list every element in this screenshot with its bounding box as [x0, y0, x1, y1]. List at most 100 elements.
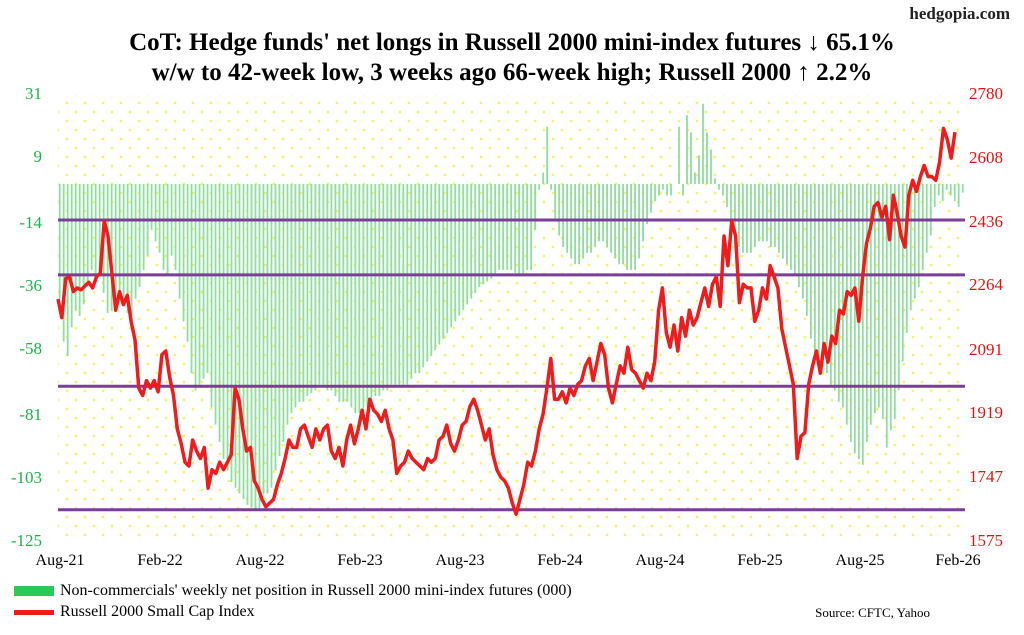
bar — [138, 184, 141, 288]
bar — [526, 184, 529, 270]
bar — [246, 184, 249, 505]
bar — [885, 184, 888, 448]
bar — [470, 184, 473, 299]
bar — [706, 132, 708, 184]
bar — [562, 184, 565, 248]
bar — [905, 184, 908, 333]
russell-2000-line — [56, 126, 957, 516]
legend-swatch-bars — [14, 586, 54, 596]
bar — [678, 126, 680, 184]
bar — [734, 184, 736, 236]
bar — [338, 184, 341, 402]
x-axis-tick-label: Feb-22 — [137, 552, 183, 569]
bar — [306, 184, 309, 397]
bar — [530, 184, 533, 270]
bar — [722, 184, 724, 196]
bar — [889, 184, 892, 431]
bar — [738, 184, 740, 248]
bar — [162, 184, 165, 270]
bar — [250, 184, 253, 508]
bar — [258, 184, 261, 511]
bar — [330, 184, 333, 391]
bar — [686, 115, 688, 184]
left-axis-tick-label: 31 — [25, 84, 42, 103]
bar — [266, 184, 269, 494]
bar — [813, 184, 816, 356]
bar — [758, 184, 760, 242]
bar — [474, 184, 477, 293]
bar — [350, 184, 353, 408]
bar — [538, 184, 541, 190]
bar — [630, 184, 632, 270]
bar — [382, 184, 385, 391]
bar — [458, 184, 461, 316]
bar — [841, 184, 844, 408]
bar — [578, 184, 581, 265]
bar — [410, 184, 413, 379]
bar — [690, 132, 692, 184]
bar — [610, 184, 612, 253]
bar — [210, 184, 213, 408]
bar — [310, 184, 313, 394]
legend-label-bars: Non-commercials' weekly net position in … — [60, 582, 572, 599]
bar — [801, 184, 804, 299]
x-axis-tick-label: Aug-22 — [235, 552, 285, 569]
bar — [522, 184, 525, 276]
bar — [754, 184, 756, 248]
bar — [658, 184, 660, 196]
bar — [594, 184, 597, 248]
left-axis-tick-label: -125 — [10, 531, 42, 550]
legend-swatch-line — [14, 609, 54, 615]
bar — [921, 184, 924, 270]
bar — [454, 184, 457, 322]
bar — [957, 184, 960, 207]
left-axis-tick-label: 9 — [33, 147, 43, 167]
bar — [174, 184, 177, 270]
bar — [450, 184, 453, 328]
site-watermark: hedgopia.com — [909, 4, 1010, 23]
bar — [390, 184, 393, 385]
left-axis-tick-label: -103 — [10, 467, 42, 487]
bar — [238, 184, 241, 494]
bar — [666, 184, 668, 196]
right-axis-tick-label: 2436 — [969, 211, 1003, 231]
bar — [726, 184, 728, 207]
bar — [853, 184, 856, 454]
bar — [490, 184, 493, 279]
bar — [66, 184, 69, 356]
bar — [234, 184, 237, 488]
bar — [434, 184, 437, 351]
bar — [202, 184, 205, 379]
bar — [793, 184, 796, 276]
bar — [142, 184, 145, 270]
bar — [586, 184, 589, 253]
x-axis-tick-label: Aug-23 — [435, 552, 485, 569]
bar — [322, 184, 325, 385]
bar — [909, 184, 912, 311]
x-axis-tick-label: Aug-21 — [35, 552, 85, 569]
bar — [206, 184, 209, 374]
bar — [438, 184, 441, 345]
right-axis-tick-label: 1575 — [969, 531, 1003, 550]
bar — [694, 172, 696, 184]
bar — [70, 184, 73, 328]
left-axis-tick-label: -14 — [19, 212, 42, 232]
bar — [702, 103, 704, 184]
bar — [98, 184, 101, 270]
bar — [778, 184, 780, 253]
bar — [190, 184, 193, 374]
bar — [590, 184, 593, 253]
bar — [618, 184, 620, 265]
chart-title-line-1: CoT: Hedge funds' net longs in Russell 2… — [129, 29, 895, 56]
x-axis-tick-label: Feb-26 — [935, 552, 981, 569]
bar — [494, 184, 497, 276]
bar — [430, 184, 433, 356]
bar — [622, 184, 624, 265]
legend-item-bars: Non-commercials' weekly net position in … — [14, 582, 572, 600]
bar — [90, 184, 93, 270]
bar — [442, 184, 445, 339]
bar — [949, 184, 952, 196]
bar — [869, 184, 872, 425]
bar — [634, 184, 636, 270]
bar — [86, 184, 89, 285]
